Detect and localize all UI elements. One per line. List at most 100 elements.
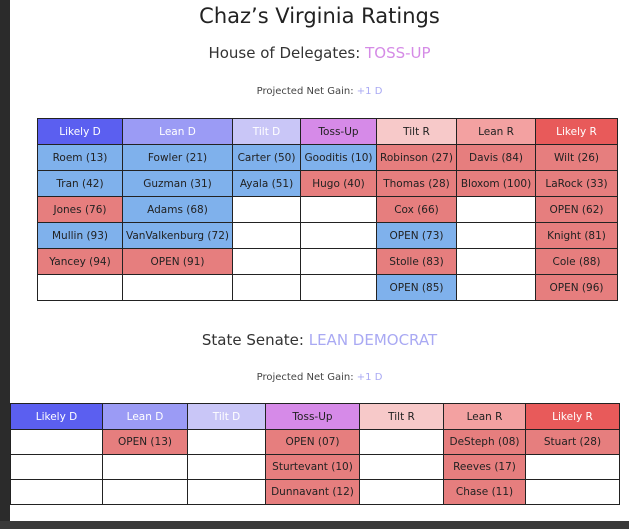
table-row: Tran (42) Guzman (31) Ayala (51) Hugo (40) T…: [37, 170, 618, 197]
empty-cell: [10, 454, 103, 480]
race-cell: Roem (13): [37, 144, 123, 171]
empty-cell: [187, 429, 266, 455]
race-cell: OPEN (73): [376, 222, 457, 249]
table-row: Jones (76) Adams (68) Cox (66) OPEN (62): [37, 196, 618, 223]
race-cell: Hugo (40): [300, 170, 377, 197]
table-row: Roem (13) Fowler (21) Carter (50) Gooditis …: [37, 144, 618, 171]
senate-label: State Senate:: [201, 331, 304, 349]
table-row: OPEN (13) OPEN (07) DeSteph (08) Stuart (28…: [10, 429, 620, 455]
race-cell: Carter (50): [232, 144, 301, 171]
race-cell: Bloxom (100): [456, 170, 536, 197]
empty-cell: [456, 196, 536, 223]
race-cell: Fowler (21): [122, 144, 233, 171]
senate-table-body: OPEN (13) OPEN (07) DeSteph (08) Stuart (28…: [10, 429, 620, 505]
empty-cell: [232, 222, 301, 249]
race-cell: Stolle (83): [376, 248, 457, 275]
race-cell: DeSteph (08): [443, 429, 526, 455]
senate-status: LEAN DEMOCRAT: [308, 331, 438, 349]
empty-cell: [300, 248, 377, 275]
house-header-lean-d: Lean D: [122, 118, 233, 145]
senate-header-tilt-r: Tilt R: [359, 403, 444, 430]
house-header-toss-up: Toss-Up: [300, 118, 377, 145]
table-row: Dunnavant (12) Chase (11): [10, 479, 620, 505]
race-cell: Thomas (28): [376, 170, 457, 197]
empty-cell: [300, 196, 377, 223]
table-row: OPEN (85) OPEN (96): [37, 274, 618, 301]
race-cell: VanValkenburg (72): [122, 222, 233, 249]
senate-header-toss-up: Toss-Up: [265, 403, 360, 430]
race-cell: Reeves (17): [443, 454, 526, 480]
house-table-body: Roem (13) Fowler (21) Carter (50) Gooditis …: [37, 144, 618, 301]
race-cell: OPEN (96): [535, 274, 618, 301]
race-cell: LaRock (33): [535, 170, 618, 197]
senate-header-lean-d: Lean D: [102, 403, 188, 430]
table-row: Yancey (94) OPEN (91) Stolle (83) Cole (88): [37, 248, 618, 275]
page-title: Chaz’s Virginia Ratings: [199, 4, 440, 28]
house-net-gain: Projected Net Gain: +1 D: [10, 86, 629, 97]
empty-cell: [122, 274, 233, 301]
empty-cell: [359, 454, 444, 480]
senate-heading: State Senate: LEAN DEMOCRAT: [10, 331, 629, 349]
empty-cell: [300, 274, 377, 301]
empty-cell: [300, 222, 377, 249]
empty-cell: [456, 274, 536, 301]
race-cell: OPEN (85): [376, 274, 457, 301]
empty-cell: [232, 196, 301, 223]
table-row: Sturtevant (10) Reeves (17): [10, 454, 620, 480]
race-cell: OPEN (91): [122, 248, 233, 275]
house-heading: House of Delegates: TOSS-UP: [10, 44, 629, 62]
empty-cell: [456, 222, 536, 249]
senate-net-label: Projected Net Gain:: [256, 372, 354, 383]
senate-net-value: +1 D: [356, 372, 383, 383]
empty-cell: [10, 479, 103, 505]
empty-cell: [187, 479, 266, 505]
race-cell: OPEN (13): [102, 429, 188, 455]
empty-cell: [232, 248, 301, 275]
senate-header-likely-d: Likely D: [10, 403, 103, 430]
table-row: Mullin (93) VanValkenburg (72) OPEN (73) Kn…: [37, 222, 618, 249]
race-cell: Davis (84): [456, 144, 536, 171]
race-cell: Tran (42): [37, 170, 123, 197]
race-cell: Knight (81): [535, 222, 618, 249]
bottom-bar: [0, 521, 629, 529]
house-status: TOSS-UP: [365, 44, 431, 62]
race-cell: OPEN (62): [535, 196, 618, 223]
empty-cell: [359, 429, 444, 455]
race-cell: Jones (76): [37, 196, 123, 223]
empty-cell: [359, 479, 444, 505]
empty-cell: [37, 274, 123, 301]
house-label: House of Delegates:: [208, 44, 361, 62]
empty-cell: [232, 274, 301, 301]
empty-cell: [187, 454, 266, 480]
race-cell: Wilt (26): [535, 144, 618, 171]
empty-cell: [525, 454, 620, 480]
race-cell: Chase (11): [443, 479, 526, 505]
race-cell: Sturtevant (10): [265, 454, 360, 480]
house-net-label: Projected Net Gain:: [256, 86, 354, 97]
house-header-tilt-r: Tilt R: [376, 118, 457, 145]
race-cell: Cox (66): [376, 196, 457, 223]
race-cell: Guzman (31): [122, 170, 233, 197]
senate-header-lean-r: Lean R: [443, 403, 526, 430]
empty-cell: [525, 479, 620, 505]
race-cell: Adams (68): [122, 196, 233, 223]
race-cell: Dunnavant (12): [265, 479, 360, 505]
race-cell: Yancey (94): [37, 248, 123, 275]
empty-cell: [102, 479, 188, 505]
senate-header-tilt-d: Tilt D: [187, 403, 266, 430]
house-header-likely-d: Likely D: [37, 118, 123, 145]
race-cell: Stuart (28): [525, 429, 620, 455]
race-cell: OPEN (07): [265, 429, 360, 455]
race-cell: Ayala (51): [232, 170, 301, 197]
empty-cell: [10, 429, 103, 455]
house-header-likely-r: Likely R: [535, 118, 618, 145]
race-cell: Robinson (27): [376, 144, 457, 171]
race-cell: Cole (88): [535, 248, 618, 275]
empty-cell: [102, 454, 188, 480]
ratings-page: Chaz’s Virginia Ratings House of Delegat…: [10, 0, 629, 521]
house-header-lean-r: Lean R: [456, 118, 536, 145]
